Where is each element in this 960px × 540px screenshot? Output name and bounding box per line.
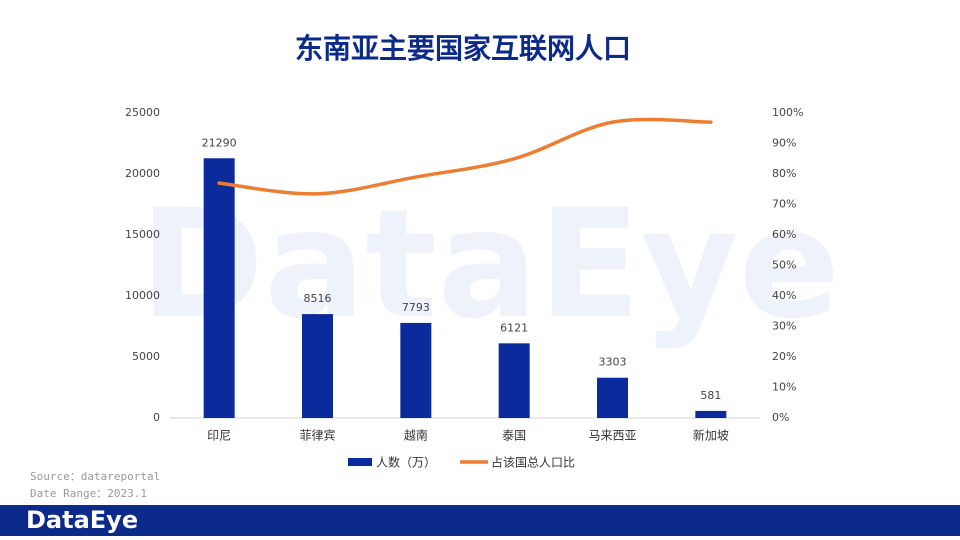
bar <box>597 377 628 418</box>
logo: DataEye <box>26 506 138 534</box>
y2-tick-label: 90% <box>772 137 796 150</box>
y2-tick-label: 80% <box>772 167 796 180</box>
value-label: 8516 <box>304 292 332 305</box>
y2-tick-label: 50% <box>772 259 796 272</box>
y2-tick-label: 0% <box>772 411 789 424</box>
y2-tick-label: 40% <box>772 289 796 302</box>
y2-tick-label: 70% <box>772 198 796 211</box>
value-label: 7793 <box>402 301 430 314</box>
x-tick-label: 新加坡 <box>693 428 729 443</box>
value-label: 581 <box>700 389 721 402</box>
line <box>217 117 713 196</box>
legend-swatch <box>348 458 372 466</box>
x-tick-label: 越南 <box>404 428 428 443</box>
y-tick-label: 0 <box>153 411 160 424</box>
value-label: 3303 <box>599 356 627 369</box>
bar <box>203 158 235 418</box>
y-tick-label: 25000 <box>125 106 160 119</box>
y-tick-label: 10000 <box>125 289 160 302</box>
y-tick-label: 5000 <box>132 350 160 363</box>
chart-title: 东南亚主要国家互联网人口 <box>295 32 631 65</box>
x-tick-label: 菲律宾 <box>299 428 335 443</box>
x-tick-label: 泰国 <box>502 429 526 443</box>
y2-tick-label: 30% <box>772 320 796 333</box>
x-tick-label: 印尼 <box>207 429 231 443</box>
y2-tick-label: 10% <box>772 381 796 394</box>
bar <box>695 410 727 418</box>
y2-tick-label: 20% <box>772 350 796 363</box>
legend-label: 占该国总人口比 <box>491 455 575 470</box>
legend-label: 人数（万） <box>376 455 436 470</box>
date-range: Date Range：2023.1 <box>30 487 147 500</box>
y2-tick-label: 100% <box>772 106 803 119</box>
y-tick-label: 20000 <box>125 167 160 180</box>
value-label: 21290 <box>202 136 237 149</box>
y2-tick-label: 60% <box>772 228 796 241</box>
source: Source：datareportal <box>30 470 160 483</box>
watermark: DataEye <box>140 178 841 352</box>
bar <box>498 343 530 418</box>
footer-bar <box>0 505 960 536</box>
value-label: 6121 <box>500 321 528 334</box>
bar <box>302 314 333 418</box>
bar <box>400 322 432 418</box>
x-tick-label: 马来西亚 <box>588 429 636 443</box>
y-tick-label: 15000 <box>125 228 160 241</box>
